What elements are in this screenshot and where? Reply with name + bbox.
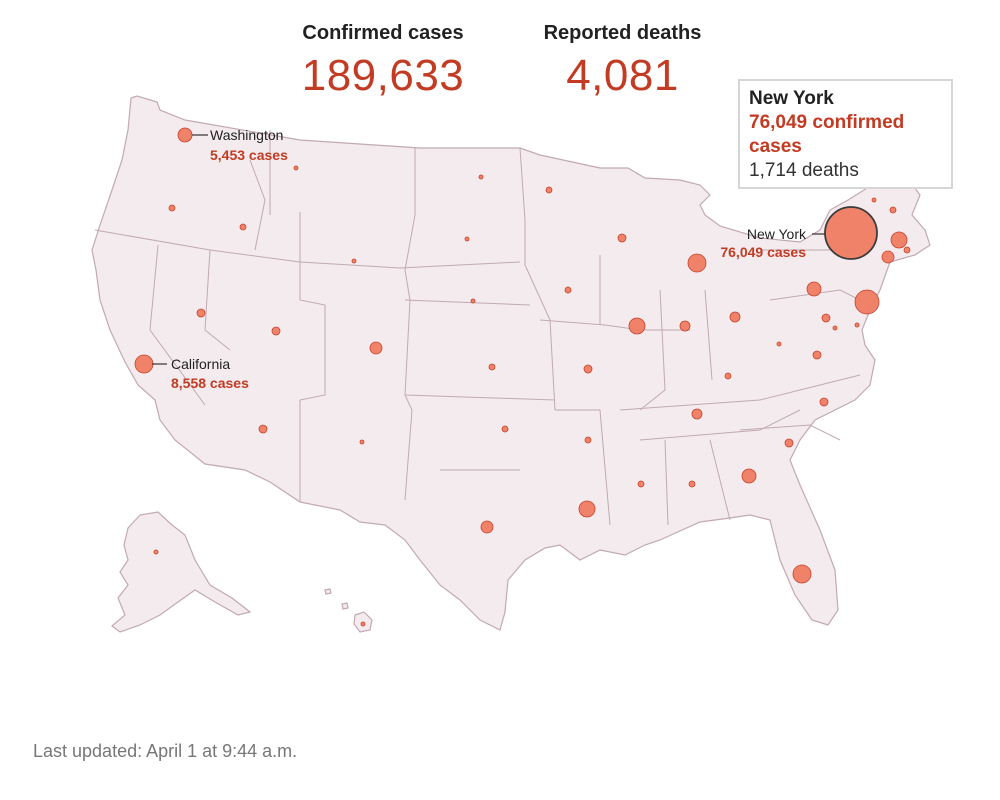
bubble-connecticut[interactable] (881, 250, 895, 264)
bubble-indiana[interactable] (679, 320, 691, 332)
bubble-kansas[interactable] (488, 363, 496, 371)
bubble-new-mexico[interactable] (359, 439, 365, 445)
land-masses (91, 95, 931, 633)
bubble-ohio[interactable] (729, 311, 741, 323)
bubble-new-hampshire[interactable] (889, 206, 897, 214)
bubble-wyoming[interactable] (351, 258, 357, 264)
callout-california-cases: 8,558 cases (171, 375, 249, 391)
bubble-arkansas[interactable] (584, 436, 592, 444)
callout-washington-cases: 5,453 cases (210, 147, 288, 163)
callout-new-york-cases: 76,049 cases (720, 244, 806, 260)
bubble-rhode-island[interactable] (903, 246, 911, 254)
confirmed-cases-stat: Confirmed cases 189,633 (283, 22, 483, 101)
bubble-delaware[interactable] (854, 322, 860, 328)
bubble-tennessee[interactable] (691, 408, 703, 420)
bubble-wisconsin[interactable] (617, 233, 627, 243)
bubble-texas[interactable] (480, 520, 494, 534)
bubble-california[interactable] (134, 354, 154, 374)
bubble-dc[interactable] (832, 325, 838, 331)
bubble-west-virginia[interactable] (776, 341, 782, 347)
bubble-maryland[interactable] (821, 313, 831, 323)
bubble-vermont[interactable] (871, 197, 877, 203)
bubble-louisiana[interactable] (578, 500, 596, 518)
tooltip-deaths: 1,714 deaths (749, 160, 859, 181)
reported-deaths-value: 4,081 (566, 51, 679, 100)
case-bubbles (134, 127, 911, 627)
callout-washington-state: Washington (210, 127, 283, 143)
callout-new-york-state: New York (747, 226, 807, 242)
bubble-utah[interactable] (271, 326, 281, 336)
bubble-arizona[interactable] (258, 424, 268, 434)
bubble-virginia[interactable] (812, 350, 822, 360)
bubble-idaho[interactable] (239, 223, 247, 231)
bubble-alabama[interactable] (688, 480, 696, 488)
contiguous-us-land (91, 95, 931, 631)
tooltip-state-name: New York (749, 88, 834, 109)
bubble-nevada[interactable] (196, 308, 206, 318)
reported-deaths-label: Reported deaths (543, 22, 702, 44)
confirmed-cases-value: 189,633 (301, 51, 465, 100)
hawaii-island-tiny (324, 588, 332, 595)
tooltip-confirmed-cases: 76,049 confirmed cases (749, 112, 905, 157)
bubble-florida[interactable] (792, 564, 812, 584)
callout-california-state: California (171, 356, 230, 372)
bubble-pennsylvania[interactable] (806, 281, 822, 297)
confirmed-cases-label: Confirmed cases (302, 22, 464, 44)
bubble-alaska[interactable] (153, 549, 159, 555)
state-borders (94, 130, 861, 526)
callout-leaders (152, 134, 825, 365)
bubble-north-carolina[interactable] (819, 397, 829, 407)
alaska-land (111, 511, 252, 633)
hawaii-island-small (341, 602, 349, 610)
bubble-new-york[interactable] (824, 206, 878, 260)
bubble-oregon[interactable] (168, 204, 176, 212)
bubble-montana[interactable] (293, 165, 299, 171)
bubble-kentucky[interactable] (724, 372, 732, 380)
bubble-south-carolina[interactable] (784, 438, 794, 448)
bubble-oklahoma[interactable] (501, 425, 509, 433)
bubble-south-dakota[interactable] (464, 236, 470, 242)
bubble-michigan[interactable] (687, 253, 707, 273)
bubble-new-jersey[interactable] (854, 289, 880, 315)
bubble-washington[interactable] (177, 127, 193, 143)
bubble-illinois[interactable] (628, 317, 646, 335)
last-updated-text: Last updated: April 1 at 9:44 a.m. (33, 741, 298, 761)
state-tooltip: New York 76,049 confirmed cases 1,714 de… (738, 79, 953, 189)
bubble-nebraska[interactable] (470, 298, 476, 304)
bubble-minnesota[interactable] (545, 186, 553, 194)
bubble-north-dakota[interactable] (478, 174, 484, 180)
bubble-mississippi[interactable] (637, 480, 645, 488)
bubble-massachusetts[interactable] (890, 231, 908, 249)
bubble-missouri[interactable] (583, 364, 593, 374)
reported-deaths-stat: Reported deaths 4,081 (525, 22, 720, 101)
bubble-iowa[interactable] (564, 286, 572, 294)
bubble-hawaii[interactable] (360, 621, 366, 627)
bubble-colorado[interactable] (369, 341, 383, 355)
bubble-georgia[interactable] (741, 468, 757, 484)
